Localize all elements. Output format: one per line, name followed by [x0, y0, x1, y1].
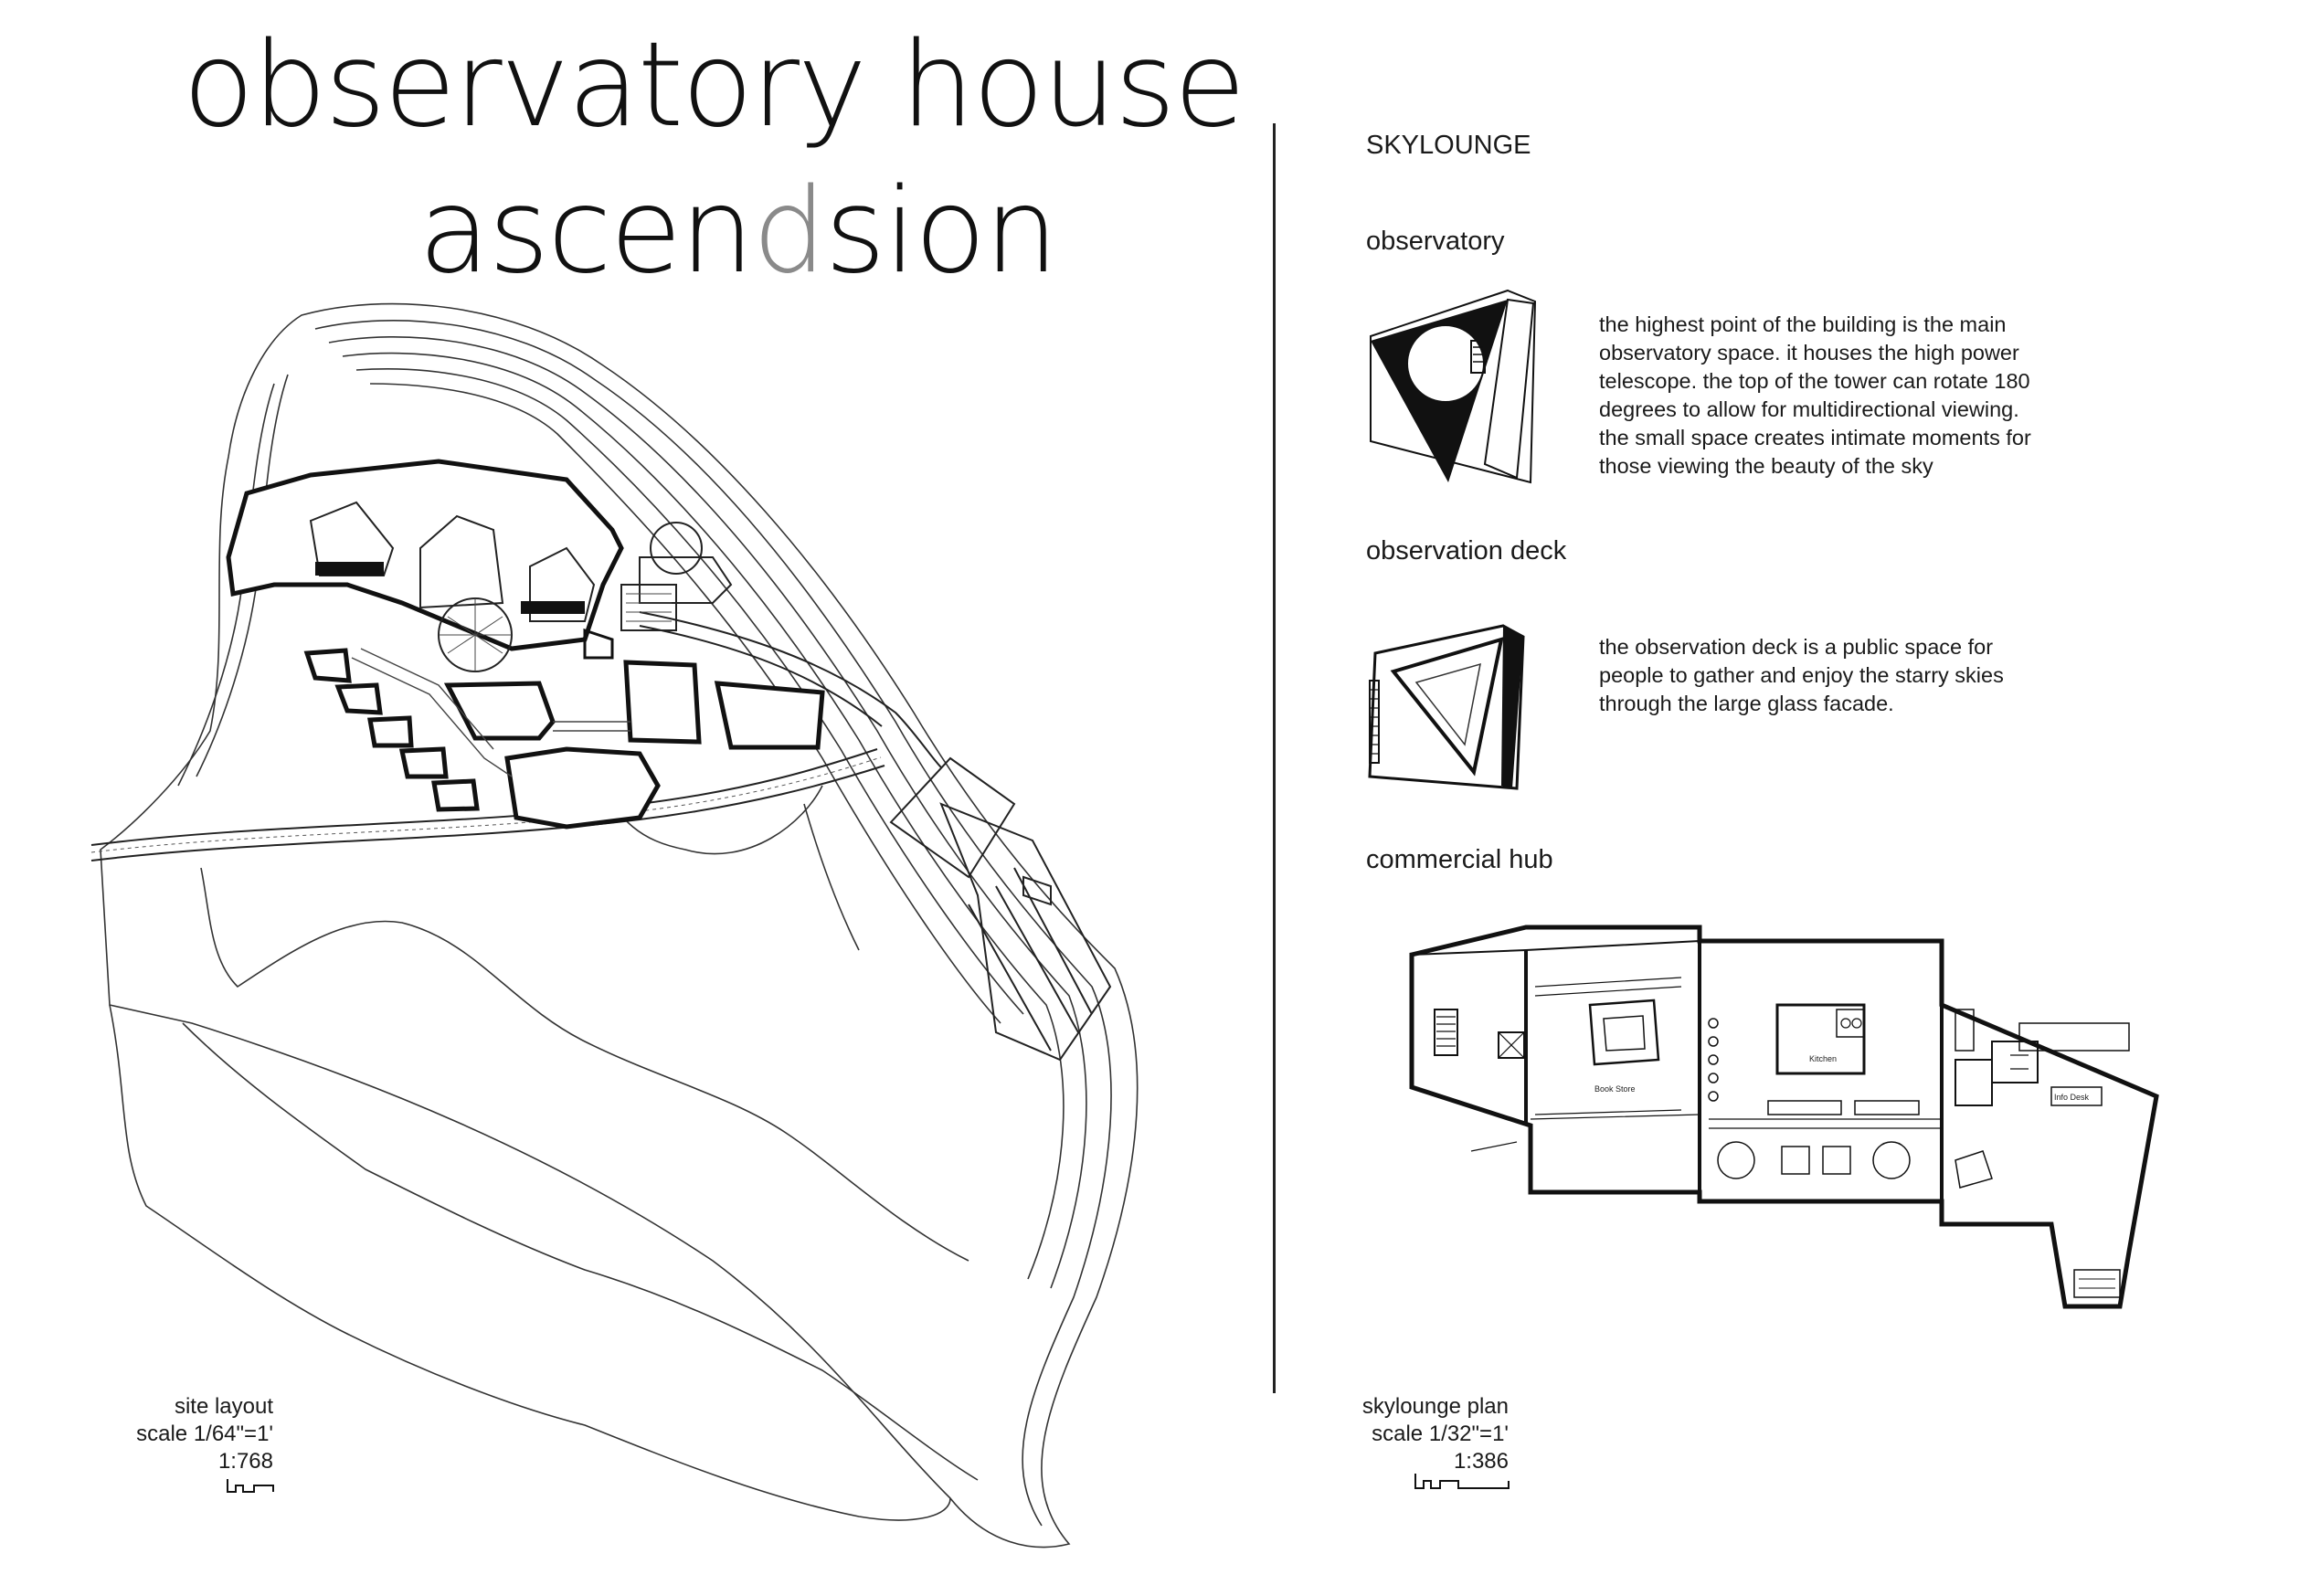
plan-caption-title: skylounge plan — [1361, 1394, 1509, 1419]
site-scale-bar-icon — [227, 1479, 274, 1493]
commercial-hub-plan: Book Store Kitchen Info Desk — [1409, 925, 2159, 1309]
main-building — [226, 459, 733, 672]
room-label-info-desk: Info Desk — [2054, 1093, 2090, 1102]
site-caption-scale: scale 1/64"=1' — [136, 1422, 273, 1446]
title-line-2: ascendsion — [418, 174, 1058, 291]
title-highlight-letter: d — [752, 164, 826, 300]
room-label-kitchen: Kitchen — [1809, 1054, 1837, 1063]
plan-scale-bar-icon — [1414, 1474, 1510, 1489]
observation-deck-plan-icon — [1368, 624, 1525, 790]
observatory-description: the highest point of the building is the… — [1599, 312, 2031, 478]
site-paths — [351, 648, 630, 777]
site-layout-drawing — [90, 302, 1139, 1548]
section-title: SKYLOUNGE — [1366, 131, 1531, 160]
plan-caption-ratio: 1:386 — [1453, 1449, 1509, 1474]
site-caption-ratio: 1:768 — [217, 1449, 273, 1474]
title-part-1: ascen — [418, 164, 754, 300]
observatory-plan-icon — [1370, 289, 1537, 484]
observation-deck-heading: observation deck — [1366, 536, 1567, 565]
observatory-heading: observatory — [1366, 227, 1505, 256]
site-caption-title: site layout — [174, 1394, 273, 1419]
plan-caption-scale: scale 1/32"=1' — [1372, 1422, 1509, 1446]
title-part-2: sion — [824, 164, 1059, 300]
site-layout-caption: site layout scale 1/64"=1' 1:768 — [136, 1393, 273, 1475]
vertical-divider — [1273, 123, 1276, 1393]
residential-pods — [303, 648, 825, 830]
skylounge-plan-caption: skylounge plan scale 1/32"=1' 1:386 — [1362, 1393, 1509, 1475]
contour-lines — [100, 302, 1139, 1548]
room-label-book-store: Book Store — [1594, 1084, 1636, 1094]
title-line-1: observatory house — [183, 17, 1245, 153]
parking-lot — [889, 756, 1112, 1062]
observation-deck-description: the observation deck is a public space f… — [1599, 635, 2004, 715]
commercial-hub-heading: commercial hub — [1366, 845, 1553, 874]
